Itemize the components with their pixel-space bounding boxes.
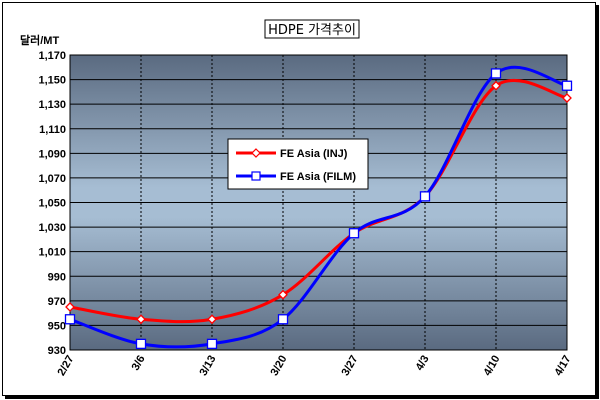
data-point-diamond: [278, 289, 288, 300]
x-tick-label: 3/13: [197, 354, 218, 379]
y-tick-label: 970: [48, 296, 66, 308]
data-point-diamond: [562, 93, 572, 103]
y-tick-label: 990: [48, 271, 66, 283]
x-tick-label: 4/3: [414, 354, 432, 373]
data-point-diamond: [65, 302, 75, 312]
chart-title: HDPE 가격추이: [268, 23, 356, 38]
y-tick-label: 1,130: [38, 99, 66, 111]
y-axis-label: 달러/MT: [20, 33, 59, 47]
series-line-0: [69, 79, 568, 324]
data-point-square: [419, 191, 431, 202]
data-point-square: [64, 314, 76, 325]
legend-label-film: FE Asia (FILM): [280, 171, 356, 183]
x-tick-label: 3/20: [268, 354, 289, 379]
data-point-square: [277, 314, 289, 325]
y-tick-label: 950: [48, 320, 66, 332]
data-point-square: [490, 68, 502, 79]
y-tick-label: 1,050: [38, 198, 66, 210]
series-group: [64, 65, 573, 350]
legend: FE Asia (INJ) FE Asia (FILM): [227, 138, 369, 190]
y-tick-label: 1,170: [38, 50, 66, 62]
data-point-square: [206, 338, 218, 350]
y-tick-label: 1,030: [38, 222, 66, 234]
legend-marker-square: [251, 171, 261, 181]
legend-marker-diamond: [251, 148, 261, 158]
x-tick-label: 4/17: [552, 354, 573, 379]
y-tick-label: 930: [48, 345, 66, 357]
data-point-square: [135, 338, 147, 350]
x-tick-labels: 2/27 3/6 3/13 3/20 3/27 4/3 4/10 4/17: [55, 354, 573, 379]
chart-title-box: HDPE 가격추이: [264, 19, 360, 39]
x-tick-label: 3/27: [339, 354, 360, 379]
data-point-diamond: [491, 80, 501, 91]
y-tick-labels: 930 950 970 990 1,010 1,030 1,050 1,070 1,090 1,1…: [38, 50, 66, 357]
grid-lines: [70, 55, 567, 350]
series-line-1: [69, 65, 568, 349]
y-tick-label: 1,070: [38, 173, 66, 185]
data-point-square: [348, 228, 360, 239]
x-tick-label: 3/6: [130, 354, 148, 373]
x-tick-label: 4/10: [481, 354, 502, 379]
data-point-square: [561, 80, 573, 91]
y-tick-label: 1,090: [38, 148, 66, 160]
y-tick-label: 1,010: [38, 247, 66, 259]
data-point-diamond: [136, 314, 146, 325]
x-tick-label: 2/27: [55, 354, 76, 379]
data-point-diamond: [207, 314, 217, 325]
y-tick-label: 1,110: [39, 124, 66, 136]
y-tick-label: 1,150: [38, 75, 66, 87]
legend-label-inj: FE Asia (INJ): [280, 148, 348, 160]
